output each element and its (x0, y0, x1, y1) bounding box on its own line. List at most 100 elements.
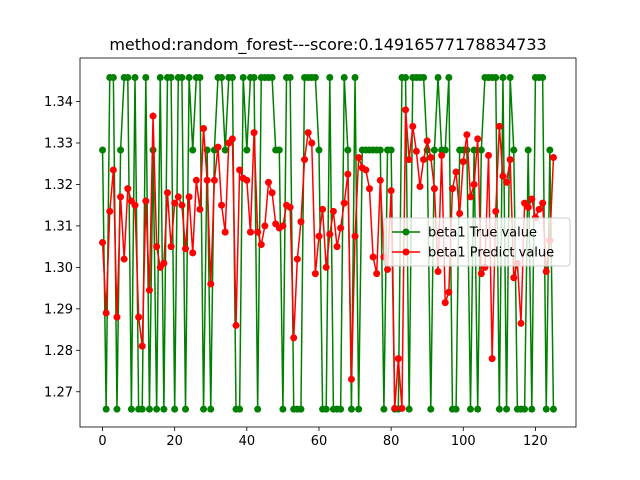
data-point (279, 405, 287, 413)
data-point (365, 185, 373, 193)
data-point (420, 73, 428, 81)
data-point (218, 201, 226, 209)
data-point (149, 112, 157, 120)
data-point (351, 73, 359, 81)
data-point (236, 166, 244, 174)
data-point (549, 405, 557, 413)
data-point (207, 405, 215, 413)
data-point (405, 405, 413, 413)
data-point (102, 309, 110, 317)
data-point (463, 131, 471, 139)
y-tick-label: 1.33 (44, 136, 73, 151)
data-point (254, 405, 262, 413)
data-point (477, 270, 485, 278)
data-point (142, 73, 150, 81)
data-point (192, 176, 200, 184)
data-point (355, 154, 363, 162)
data-point (448, 185, 456, 193)
data-point (200, 405, 208, 413)
data-point (268, 73, 276, 81)
data-point (268, 189, 276, 197)
x-tick-label: 80 (383, 434, 400, 449)
data-point (145, 286, 153, 294)
data-point (182, 245, 190, 253)
x-tick-label: 40 (239, 434, 256, 449)
data-point (120, 255, 128, 263)
data-point (466, 193, 474, 201)
data-point (499, 73, 507, 81)
data-point (232, 321, 240, 329)
data-point (420, 156, 428, 164)
data-point (524, 203, 532, 211)
data-point (236, 405, 244, 413)
x-tick-label: 0 (98, 434, 106, 449)
data-point (243, 176, 251, 184)
data-point (250, 129, 258, 137)
data-point (178, 73, 186, 81)
data-point (171, 199, 179, 207)
data-point (517, 319, 525, 327)
data-point (153, 405, 161, 413)
data-point (452, 168, 460, 176)
data-point (427, 405, 435, 413)
data-point (326, 73, 334, 81)
y-tick-label: 1.29 (44, 302, 73, 317)
data-point (376, 146, 384, 154)
x-tick-label: 20 (166, 434, 183, 449)
data-point (347, 375, 355, 383)
data-point (333, 243, 341, 251)
data-point (203, 176, 211, 184)
series-line (101, 76, 555, 410)
data-point (99, 146, 107, 154)
data-point (409, 122, 417, 130)
data-point (200, 124, 208, 132)
data-point (542, 268, 550, 276)
data-point (109, 166, 117, 174)
data-point (196, 73, 204, 81)
data-point (434, 268, 442, 276)
plot-area (99, 73, 557, 413)
data-point (322, 263, 330, 271)
data-point (492, 207, 500, 215)
data-point (340, 199, 348, 207)
data-point (185, 73, 193, 81)
data-point (315, 232, 323, 240)
data-point (474, 405, 482, 413)
data-point (485, 151, 493, 159)
data-point (301, 156, 309, 164)
data-point (189, 249, 197, 257)
data-point (174, 193, 182, 201)
data-point (423, 137, 431, 145)
data-point (279, 222, 287, 230)
data-point (474, 135, 482, 143)
data-point (210, 176, 218, 184)
data-point (196, 205, 204, 213)
data-point (347, 405, 355, 413)
data-point (549, 154, 557, 162)
data-point (521, 405, 529, 413)
data-point (416, 183, 424, 191)
data-point (221, 228, 229, 236)
data-point (452, 405, 460, 413)
data-point (304, 129, 312, 137)
axes-frame (79, 57, 577, 428)
data-point (528, 195, 536, 203)
data-point (394, 355, 402, 363)
data-point (470, 180, 478, 188)
legend: beta1 True value beta1 Predict value (383, 217, 571, 267)
data-point (355, 405, 363, 413)
data-point (264, 178, 272, 186)
data-point (434, 73, 442, 81)
x-tick-label: 120 (523, 434, 548, 449)
data-point (167, 243, 175, 251)
data-point (214, 143, 222, 151)
data-point (510, 274, 518, 282)
data-point (319, 205, 327, 213)
legend-label: beta1 Predict value (428, 246, 554, 261)
data-point (109, 73, 117, 81)
data-point (337, 224, 345, 232)
data-point (438, 151, 446, 159)
data-point (441, 146, 449, 154)
data-point (535, 205, 543, 213)
